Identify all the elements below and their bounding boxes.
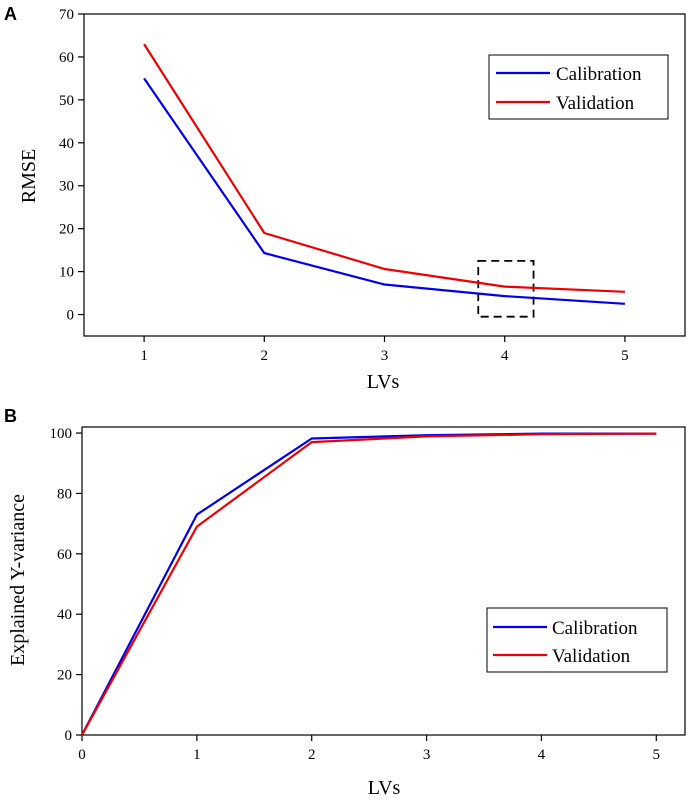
panel-a-letter: A xyxy=(4,4,17,24)
panel-a-y-tick-label: 60 xyxy=(59,50,74,66)
panel-b-y-tick-label: 20 xyxy=(57,668,72,684)
panel-a-series-line-calibration xyxy=(143,77,625,305)
panel-a-legend: Calibration Validation xyxy=(488,54,669,120)
panel-a-x-tick-label: 5 xyxy=(621,348,629,364)
panel-a-y-tick-label: 30 xyxy=(59,179,74,195)
panel-a-x-tick-label: 3 xyxy=(381,348,389,364)
panel-b-legend-box xyxy=(486,607,668,673)
panel-b-x-tick-label: 1 xyxy=(193,747,201,763)
panel-b-x-tick-label: 0 xyxy=(78,747,86,763)
panel-a-legend-box xyxy=(488,54,669,120)
panel-a-dashed-highlight-box xyxy=(477,259,535,318)
panel-a-x-axis-title: LVs xyxy=(367,371,400,393)
panel-b-x-tick-label: 4 xyxy=(538,747,546,763)
panel-a-legend-calibration-label: Calibration xyxy=(556,64,642,85)
panel-b-y-axis-title: Explained Y-variance xyxy=(7,494,29,666)
panel-b-legend-calibration-label: Calibration xyxy=(552,618,638,639)
panel-a-highlight-box xyxy=(477,259,535,318)
panel-b-x-tick-label: 2 xyxy=(308,747,316,763)
panel-a-x-tick-label: 1 xyxy=(140,348,148,364)
panel-b-ticks: 0 1 2 3 4 5 0 20 40 60 80 100 xyxy=(50,426,661,763)
panel-a-series xyxy=(143,43,625,305)
panel-b-x-axis-title: LVs xyxy=(368,777,401,799)
panel-a-y-tick-label: 70 xyxy=(59,7,74,23)
panel-a-x-tick-label: 2 xyxy=(261,348,269,364)
panel-b-legend: Calibration Validation xyxy=(486,607,668,673)
panel-a-y-tick-label: 10 xyxy=(59,265,74,281)
panel-a-y-tick-label: 0 xyxy=(67,308,75,324)
panel-b-y-tick-label: 60 xyxy=(57,547,72,563)
panel-a-series-line-validation xyxy=(143,43,625,293)
panel-b-plot-frame xyxy=(81,426,686,736)
panel-a-y-tick-label: 40 xyxy=(59,136,74,152)
panel-b-series xyxy=(81,432,657,736)
panel-a-y-tick-label: 20 xyxy=(59,222,74,238)
panel-b-letter: B xyxy=(4,406,17,426)
panel-a-y-tick-label: 50 xyxy=(59,93,74,109)
panel-b-x-tick-label: 5 xyxy=(653,747,661,763)
panel-b-y-tick-label: 40 xyxy=(57,607,72,623)
panel-b-y-tick-label: 100 xyxy=(50,426,73,442)
panel-b-x-tick-label: 3 xyxy=(423,747,431,763)
panel-b-chart: B 0 1 2 3 4 5 0 20 40 60 80 100 LVs Explained Y-var… xyxy=(4,406,686,799)
panel-b-y-tick-label: 80 xyxy=(57,486,72,502)
panel-b-legend-validation-label: Validation xyxy=(552,646,631,667)
panel-a-x-tick-label: 4 xyxy=(501,348,509,364)
panel-b-series-line-calibration xyxy=(81,432,657,736)
panel-b-y-tick-label: 0 xyxy=(65,728,73,744)
panel-a-y-axis-title: RMSE xyxy=(18,149,40,203)
panel-b-series-line-validation xyxy=(81,432,657,736)
panel-a-legend-validation-label: Validation xyxy=(556,93,635,114)
